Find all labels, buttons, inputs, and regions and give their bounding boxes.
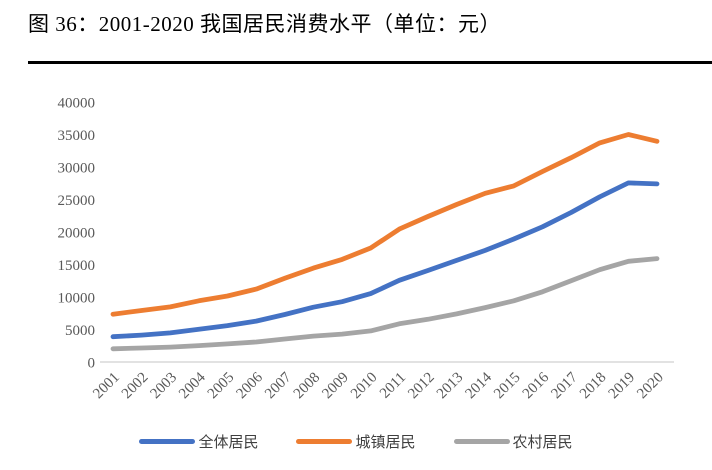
legend-swatch-urban-residents: [296, 438, 353, 444]
chart-legend: 全体居民 城镇居民 农村居民: [0, 431, 712, 451]
x-axis-tick-label: 2019: [606, 370, 639, 403]
y-axis-tick-label: 15000: [58, 258, 96, 274]
x-axis-tick-label: 2002: [119, 370, 152, 403]
x-axis-tick-label: 2010: [348, 370, 381, 403]
y-axis-tick-label: 20000: [58, 226, 96, 242]
series-line-all-residents: [110, 180, 660, 340]
x-axis-tick-label: 2005: [205, 370, 238, 403]
series-line-urban-residents: [110, 132, 660, 317]
x-axis-tick-label: 2011: [377, 370, 409, 402]
x-axis-tick-label: 2017: [548, 369, 581, 402]
legend-label-rural-residents: 农村居民: [512, 434, 573, 451]
x-axis-tick-label: 2014: [463, 369, 496, 402]
y-axis-tick-label: 5000: [65, 323, 95, 339]
y-axis-tick-label: 10000: [58, 291, 96, 307]
x-axis-tick-label: 2004: [176, 369, 209, 402]
x-axis-tick-label: 2016: [520, 369, 553, 402]
legend-item-urban-residents: 城镇居民: [296, 431, 416, 452]
legend-label-all-residents: 全体居民: [198, 434, 259, 451]
legend-item-all-residents: 全体居民: [139, 431, 258, 452]
x-axis-tick-label: 2006: [233, 369, 266, 402]
y-axis-tick-label: 0: [88, 356, 96, 372]
x-axis-tick-label: 2007: [262, 369, 295, 402]
y-axis-tick-label: 40000: [58, 96, 96, 112]
figure-title: 图 36：2001-2020 我国居民消费水平（单位：元）: [28, 12, 501, 36]
x-axis-tick-label: 2020: [634, 370, 667, 403]
x-axis-tick-label: 2013: [434, 370, 467, 403]
y-axis-tick-label: 35000: [58, 128, 96, 144]
legend-item-rural-residents: 农村居民: [453, 431, 573, 452]
x-axis-tick-label: 2009: [319, 370, 352, 403]
x-axis-tick-label: 2018: [577, 370, 610, 403]
x-axis-tick-label: 2012: [405, 370, 438, 403]
legend-swatch-rural-residents: [453, 438, 510, 444]
y-axis-tick-label: 30000: [58, 161, 96, 177]
legend-label-urban-residents: 城镇居民: [355, 434, 416, 451]
title-divider-rule: [28, 61, 712, 64]
y-axis-tick-label: 25000: [58, 193, 96, 209]
x-axis-tick-label: 2003: [148, 370, 181, 403]
x-axis-tick-label: 2001: [90, 370, 123, 403]
series-line-rural-residents: [110, 256, 660, 352]
x-axis-tick-label: 2015: [491, 370, 524, 403]
x-axis-tick-label: 2008: [291, 370, 324, 403]
legend-swatch-all-residents: [139, 438, 196, 444]
